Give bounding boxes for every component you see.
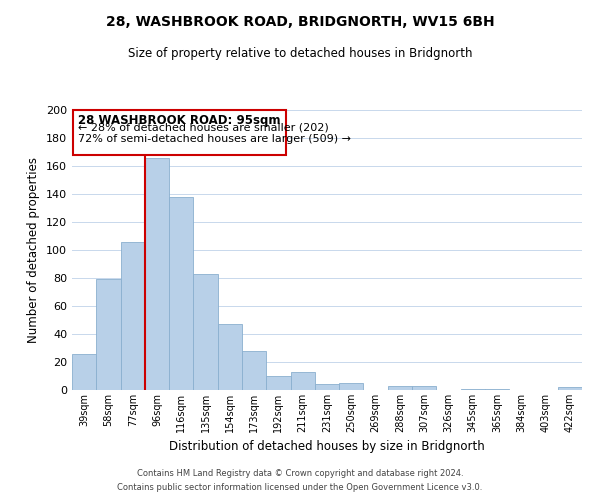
Text: 72% of semi-detached houses are larger (509) →: 72% of semi-detached houses are larger (…	[78, 134, 351, 144]
Text: 28, WASHBROOK ROAD, BRIDGNORTH, WV15 6BH: 28, WASHBROOK ROAD, BRIDGNORTH, WV15 6BH	[106, 15, 494, 29]
Bar	[96, 280, 121, 390]
Bar	[169, 197, 193, 390]
Bar	[242, 351, 266, 390]
Bar	[388, 386, 412, 390]
Bar	[339, 383, 364, 390]
FancyBboxPatch shape	[73, 110, 286, 155]
Bar	[558, 387, 582, 390]
Bar	[485, 388, 509, 390]
Bar	[461, 388, 485, 390]
Bar	[266, 376, 290, 390]
Bar	[72, 354, 96, 390]
Text: ← 28% of detached houses are smaller (202): ← 28% of detached houses are smaller (20…	[78, 122, 329, 132]
Y-axis label: Number of detached properties: Number of detached properties	[28, 157, 40, 343]
Bar	[290, 372, 315, 390]
Bar	[145, 158, 169, 390]
Bar	[121, 242, 145, 390]
Text: Size of property relative to detached houses in Bridgnorth: Size of property relative to detached ho…	[128, 48, 472, 60]
X-axis label: Distribution of detached houses by size in Bridgnorth: Distribution of detached houses by size …	[169, 440, 485, 454]
Bar	[218, 324, 242, 390]
Text: 28 WASHBROOK ROAD: 95sqm: 28 WASHBROOK ROAD: 95sqm	[78, 114, 281, 127]
Text: Contains public sector information licensed under the Open Government Licence v3: Contains public sector information licen…	[118, 484, 482, 492]
Bar	[193, 274, 218, 390]
Bar	[412, 386, 436, 390]
Bar	[315, 384, 339, 390]
Text: Contains HM Land Registry data © Crown copyright and database right 2024.: Contains HM Land Registry data © Crown c…	[137, 468, 463, 477]
